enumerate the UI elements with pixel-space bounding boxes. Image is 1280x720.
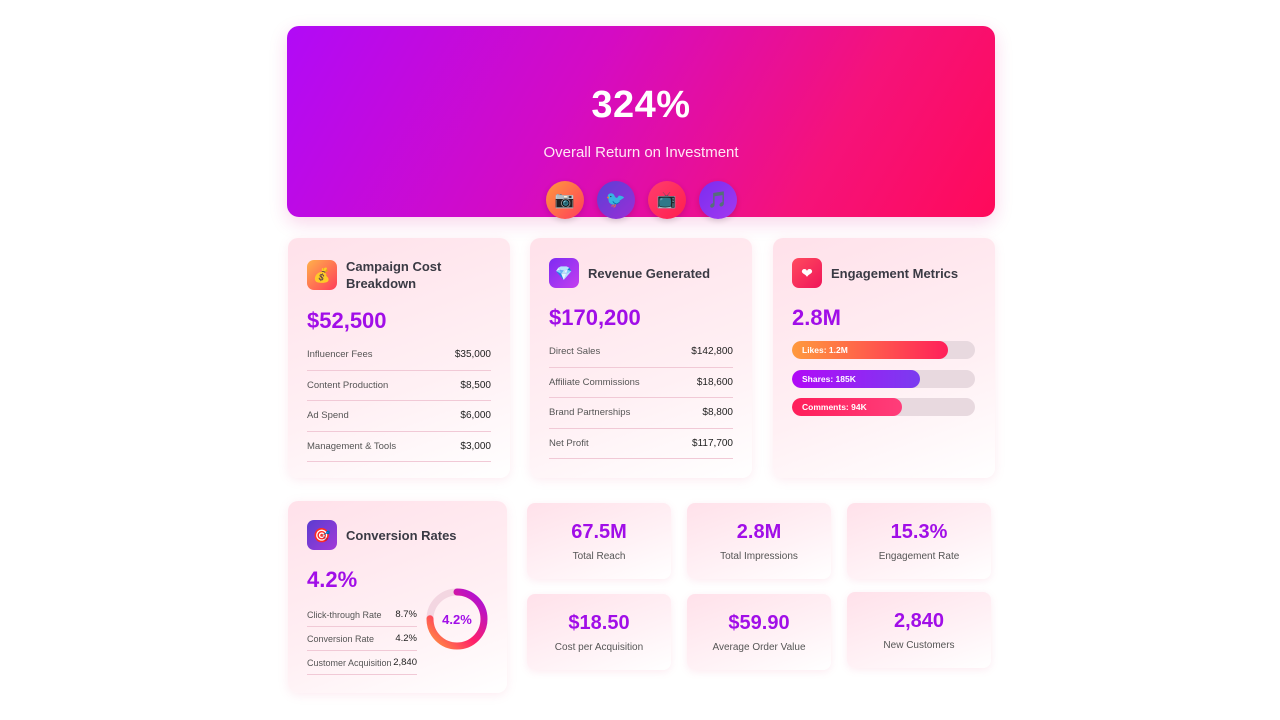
stat-value: 15.3% <box>890 521 948 543</box>
stat-label: Cost per Acquisition <box>554 642 644 653</box>
heart-icon: ❤ <box>792 258 822 288</box>
likes-progress-bar: Likes: 1.2M <box>792 341 975 359</box>
stat-cost-per-acquisition: $18.50 Cost per Acquisition <box>527 594 671 670</box>
row-label: Affiliate Commissions <box>549 376 640 388</box>
campaign-cost-header: 💰 Campaign Cost Breakdown <box>307 258 466 292</box>
row-label: Direct Sales <box>549 346 601 358</box>
target-icon: 🎯 <box>307 520 337 550</box>
row-value: $35,000 <box>454 349 491 361</box>
shares-bar-fill <box>792 369 921 388</box>
gem-icon: 💎 <box>549 258 579 288</box>
row-value: 8.7% <box>395 609 417 620</box>
donut-arc <box>426 588 488 650</box>
stat-label: Total Reach <box>572 551 626 562</box>
likes-bar-label: Likes: 1.2M <box>802 345 848 355</box>
row-label: Net Profit <box>549 437 589 449</box>
revenue-card: 💎 Revenue Generated $170,200 Direct Sale… <box>530 238 752 478</box>
list-item: Net Profit $117,700 <box>549 429 733 459</box>
row-label: Management & Tools <box>307 440 397 452</box>
money-bag-icon: 💰 <box>307 260 337 290</box>
bird-icon[interactable]: 🐦 <box>596 181 635 219</box>
row-label: Brand Partnerships <box>549 407 631 419</box>
comments-progress-bar: Comments: 94K <box>792 398 975 416</box>
shares-progress-bar: Shares: 185K <box>792 369 975 388</box>
roi-label: Overall Return on Investment <box>543 144 739 161</box>
music-icon[interactable]: 🎵 <box>698 181 737 219</box>
row-value: 2,840 <box>393 657 417 668</box>
stat-total-impressions: 2.8M Total Impressions <box>687 503 831 579</box>
row-label: Ad Spend <box>307 410 349 422</box>
stat-total-reach: 67.5M Total Reach <box>527 503 671 579</box>
list-item: Influencer Fees $35,000 <box>307 340 491 371</box>
stat-label: Total Impressions <box>720 551 798 562</box>
row-value: $117,700 <box>692 437 733 449</box>
shares-bar-label: Shares: 185K <box>802 373 856 384</box>
conversion-card: 🎯 Conversion Rates 4.2% Click-through Ra… <box>288 501 507 693</box>
stat-value: $59.90 <box>728 612 790 634</box>
row-value: 4.2% <box>395 633 417 644</box>
row-value: $6,000 <box>460 410 491 422</box>
list-item: Affiliate Commissions $18,600 <box>549 368 733 398</box>
engagement-bars: Likes: 1.2M Shares: 185K Comments: 94K <box>792 341 975 427</box>
row-value: $142,800 <box>691 346 733 358</box>
donut-center-label: 4.2% <box>442 611 472 627</box>
stat-new-customers: 2,840 New Customers <box>847 592 991 668</box>
campaign-cost-card: 💰 Campaign Cost Breakdown $52,500 Influe… <box>288 238 510 478</box>
conversion-title: Conversion Rates <box>346 527 457 543</box>
comments-bar-label: Comments: 94K <box>802 402 867 412</box>
platform-icons: 📷 🐦 📺 🎵 <box>287 181 995 219</box>
tv-icon[interactable]: 📺 <box>647 181 686 219</box>
list-item: Click-through Rate 8.7% <box>307 603 417 627</box>
conversion-total: 4.2% <box>307 567 358 592</box>
list-item: Customer Acquisition 2,840 <box>307 651 417 675</box>
conversion-donut <box>426 588 488 650</box>
list-item: Brand Partnerships $8,800 <box>549 398 733 429</box>
engagement-header: ❤ Engagement Metrics <box>792 258 958 288</box>
list-item: Conversion Rate 4.2% <box>307 627 417 651</box>
row-label: Content Production <box>307 379 389 391</box>
stat-value: $18.50 <box>568 612 630 634</box>
stat-engagement-rate: 15.3% Engagement Rate <box>847 503 991 579</box>
campaign-cost-title: Campaign Cost Breakdown <box>346 259 442 291</box>
conversion-header: 🎯 Conversion Rates <box>307 520 457 550</box>
row-value: $8,800 <box>702 407 733 419</box>
comments-bar-fill <box>792 398 902 416</box>
stat-average-order-value: $59.90 Average Order Value <box>687 594 831 670</box>
campaign-cost-list: Influencer Fees $35,000 Content Productio… <box>307 340 491 462</box>
engagement-title: Engagement Metrics <box>831 265 959 281</box>
engagement-card: ❤ Engagement Metrics 2.8M Likes: 1.2M Sh… <box>773 238 995 478</box>
likes-bar-fill <box>792 341 948 359</box>
row-value: $18,600 <box>696 376 733 388</box>
list-item: Content Production $8,500 <box>307 371 491 401</box>
revenue-header: 💎 Revenue Generated <box>549 258 710 288</box>
list-item: Management & Tools $3,000 <box>307 432 491 462</box>
revenue-title: Revenue Generated <box>588 265 711 281</box>
row-label: Customer Acquisition <box>307 657 392 668</box>
stat-value: 2,840 <box>893 610 945 632</box>
revenue-total: $170,200 <box>549 305 641 330</box>
campaign-cost-total: $52,500 <box>307 308 387 333</box>
engagement-total: 2.8M <box>792 305 841 330</box>
list-item: Ad Spend $6,000 <box>307 401 491 432</box>
row-value: $8,500 <box>460 379 491 391</box>
camera-icon[interactable]: 📷 <box>545 181 584 219</box>
roi-hero-banner: 324% Overall Return on Investment 📷 🐦 📺 … <box>287 26 995 219</box>
stat-label: Average Order Value <box>712 642 806 653</box>
list-item: Direct Sales $142,800 <box>549 337 733 368</box>
revenue-list: Direct Sales $142,800 Affiliate Commissio… <box>549 337 733 459</box>
row-label: Conversion Rate <box>307 633 375 644</box>
stat-label: Engagement Rate <box>878 551 960 562</box>
conversion-list: Click-through Rate 8.7% Conversion Rate 4.… <box>307 603 417 675</box>
roi-value: 324% <box>591 84 691 126</box>
stat-label: New Customers <box>883 640 955 651</box>
stat-value: 2.8M <box>736 521 782 543</box>
row-label: Influencer Fees <box>307 349 373 361</box>
stat-value: 67.5M <box>571 521 627 543</box>
row-value: $3,000 <box>460 440 491 452</box>
row-label: Click-through Rate <box>307 609 382 620</box>
